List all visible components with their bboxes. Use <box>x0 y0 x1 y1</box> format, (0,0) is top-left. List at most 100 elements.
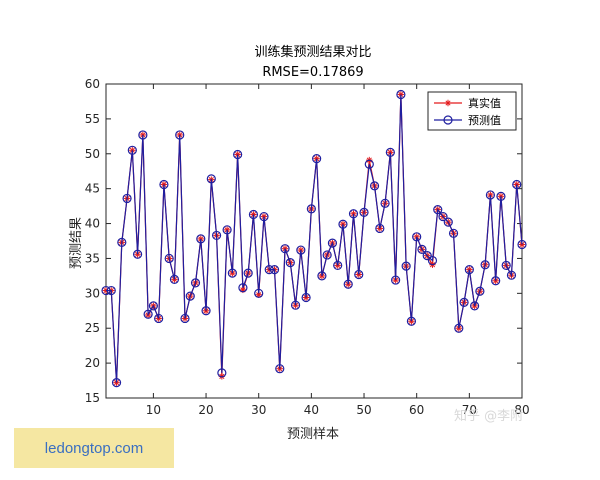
y-tick-label: 30 <box>85 286 100 300</box>
predicted-point <box>275 364 285 374</box>
predicted-point <box>306 204 316 214</box>
predicted-point <box>422 251 432 261</box>
predicted-point <box>301 292 311 303</box>
watermark-text: 知乎 @李附 <box>454 408 523 424</box>
predicted-point <box>506 270 517 280</box>
predicted-point <box>475 286 485 296</box>
y-tick-label: 55 <box>85 112 100 126</box>
predicted-point <box>338 219 348 229</box>
predicted-point <box>343 279 353 289</box>
predicted-point <box>227 268 237 278</box>
predicted-point <box>312 154 322 164</box>
predicted-point <box>364 159 374 169</box>
predicted-point <box>243 268 253 278</box>
predicted-point <box>417 244 427 254</box>
predicted-point <box>327 238 338 248</box>
predicted-point <box>333 260 343 271</box>
predicted-point <box>127 145 137 155</box>
predicted-point <box>206 174 216 184</box>
predicted-point <box>148 301 158 311</box>
predicted-point <box>254 288 264 298</box>
legend-box <box>427 91 517 131</box>
predicted-point <box>264 265 274 275</box>
predicted-point <box>480 260 490 270</box>
chart-title: 训练集预测结果对比 <box>254 44 371 60</box>
legend-label: 预测值 <box>468 114 501 127</box>
predicted-point <box>354 269 364 280</box>
predicted-point <box>317 271 327 281</box>
predicted-point <box>375 223 385 234</box>
predicted-point <box>380 198 390 208</box>
predicted-point <box>185 291 195 301</box>
predicted-point <box>196 234 206 244</box>
plot-area: 15 20 25 30 35 40 45 50 55 60 10 20 30 40 50 60 70 80 <box>85 77 530 417</box>
predicted-point <box>290 300 301 310</box>
predicted-point <box>101 285 111 296</box>
y-axis-label: 预测结果 <box>69 217 84 269</box>
predicted-point <box>359 207 369 217</box>
x-tick-label: 80 <box>514 403 529 417</box>
predicted-point <box>438 211 448 222</box>
predicted-point <box>285 258 295 268</box>
predicted-point <box>470 301 480 311</box>
predicted-point <box>412 232 422 242</box>
x-tick-label: 10 <box>146 403 161 417</box>
predicted-point <box>512 179 522 190</box>
x-tick-label: 30 <box>251 403 266 417</box>
predicted-point <box>296 245 306 255</box>
y-tick-label: 15 <box>85 391 100 405</box>
predicted-point <box>280 244 290 254</box>
y-tick-label: 40 <box>85 217 100 231</box>
series-line-predicted <box>106 94 523 383</box>
x-tick-label: 50 <box>356 403 371 417</box>
predicted-point <box>448 228 459 238</box>
y-tick-label: 20 <box>85 356 100 370</box>
y-tick-label: 45 <box>85 182 100 196</box>
x-axis-label: 预测样本 <box>287 427 339 442</box>
predicted-point <box>175 130 185 140</box>
y-tick-label: 50 <box>85 147 100 161</box>
predicted-point <box>491 276 501 286</box>
predicted-point <box>517 239 527 250</box>
predicted-point <box>117 237 127 247</box>
predicted-point <box>211 230 222 241</box>
predicted-point <box>406 316 417 326</box>
predicted-point <box>433 205 443 215</box>
predicted-point <box>122 193 132 204</box>
x-tick-label: 70 <box>462 403 477 417</box>
x-tick-label: 20 <box>198 403 213 417</box>
predicted-point <box>106 285 116 296</box>
predicted-point <box>138 130 148 140</box>
predicted-point <box>201 306 211 316</box>
predicted-point <box>169 274 180 284</box>
predicted-point <box>248 209 259 220</box>
predicted-point <box>222 225 232 235</box>
predicted-point <box>233 149 243 160</box>
predicted-point <box>369 181 380 191</box>
y-tick-label: 60 <box>85 77 100 91</box>
legend-label: 真实值 <box>468 96 501 110</box>
predicted-point <box>391 275 401 285</box>
predicted-point <box>111 378 122 388</box>
predicted-point <box>180 313 190 324</box>
predicted-point <box>217 368 227 378</box>
x-tick-label: 60 <box>409 403 424 417</box>
predicted-point <box>159 179 169 190</box>
predicted-point <box>269 265 280 275</box>
predicted-point <box>459 297 469 308</box>
predicted-point <box>501 260 511 271</box>
predicted-point <box>401 261 411 271</box>
predicted-point <box>238 283 248 293</box>
predicted-point <box>132 249 143 259</box>
predicted-point <box>164 253 174 264</box>
predicted-point <box>496 191 506 201</box>
predicted-point <box>485 190 496 200</box>
legend-marker-circle <box>443 115 453 125</box>
site-label: ledongtop.com <box>14 428 174 468</box>
predicted-point <box>385 147 395 157</box>
predicted-point <box>154 313 164 324</box>
predicted-point <box>322 250 332 260</box>
chart-subtitle: RMSE=0.17869 <box>262 65 363 80</box>
